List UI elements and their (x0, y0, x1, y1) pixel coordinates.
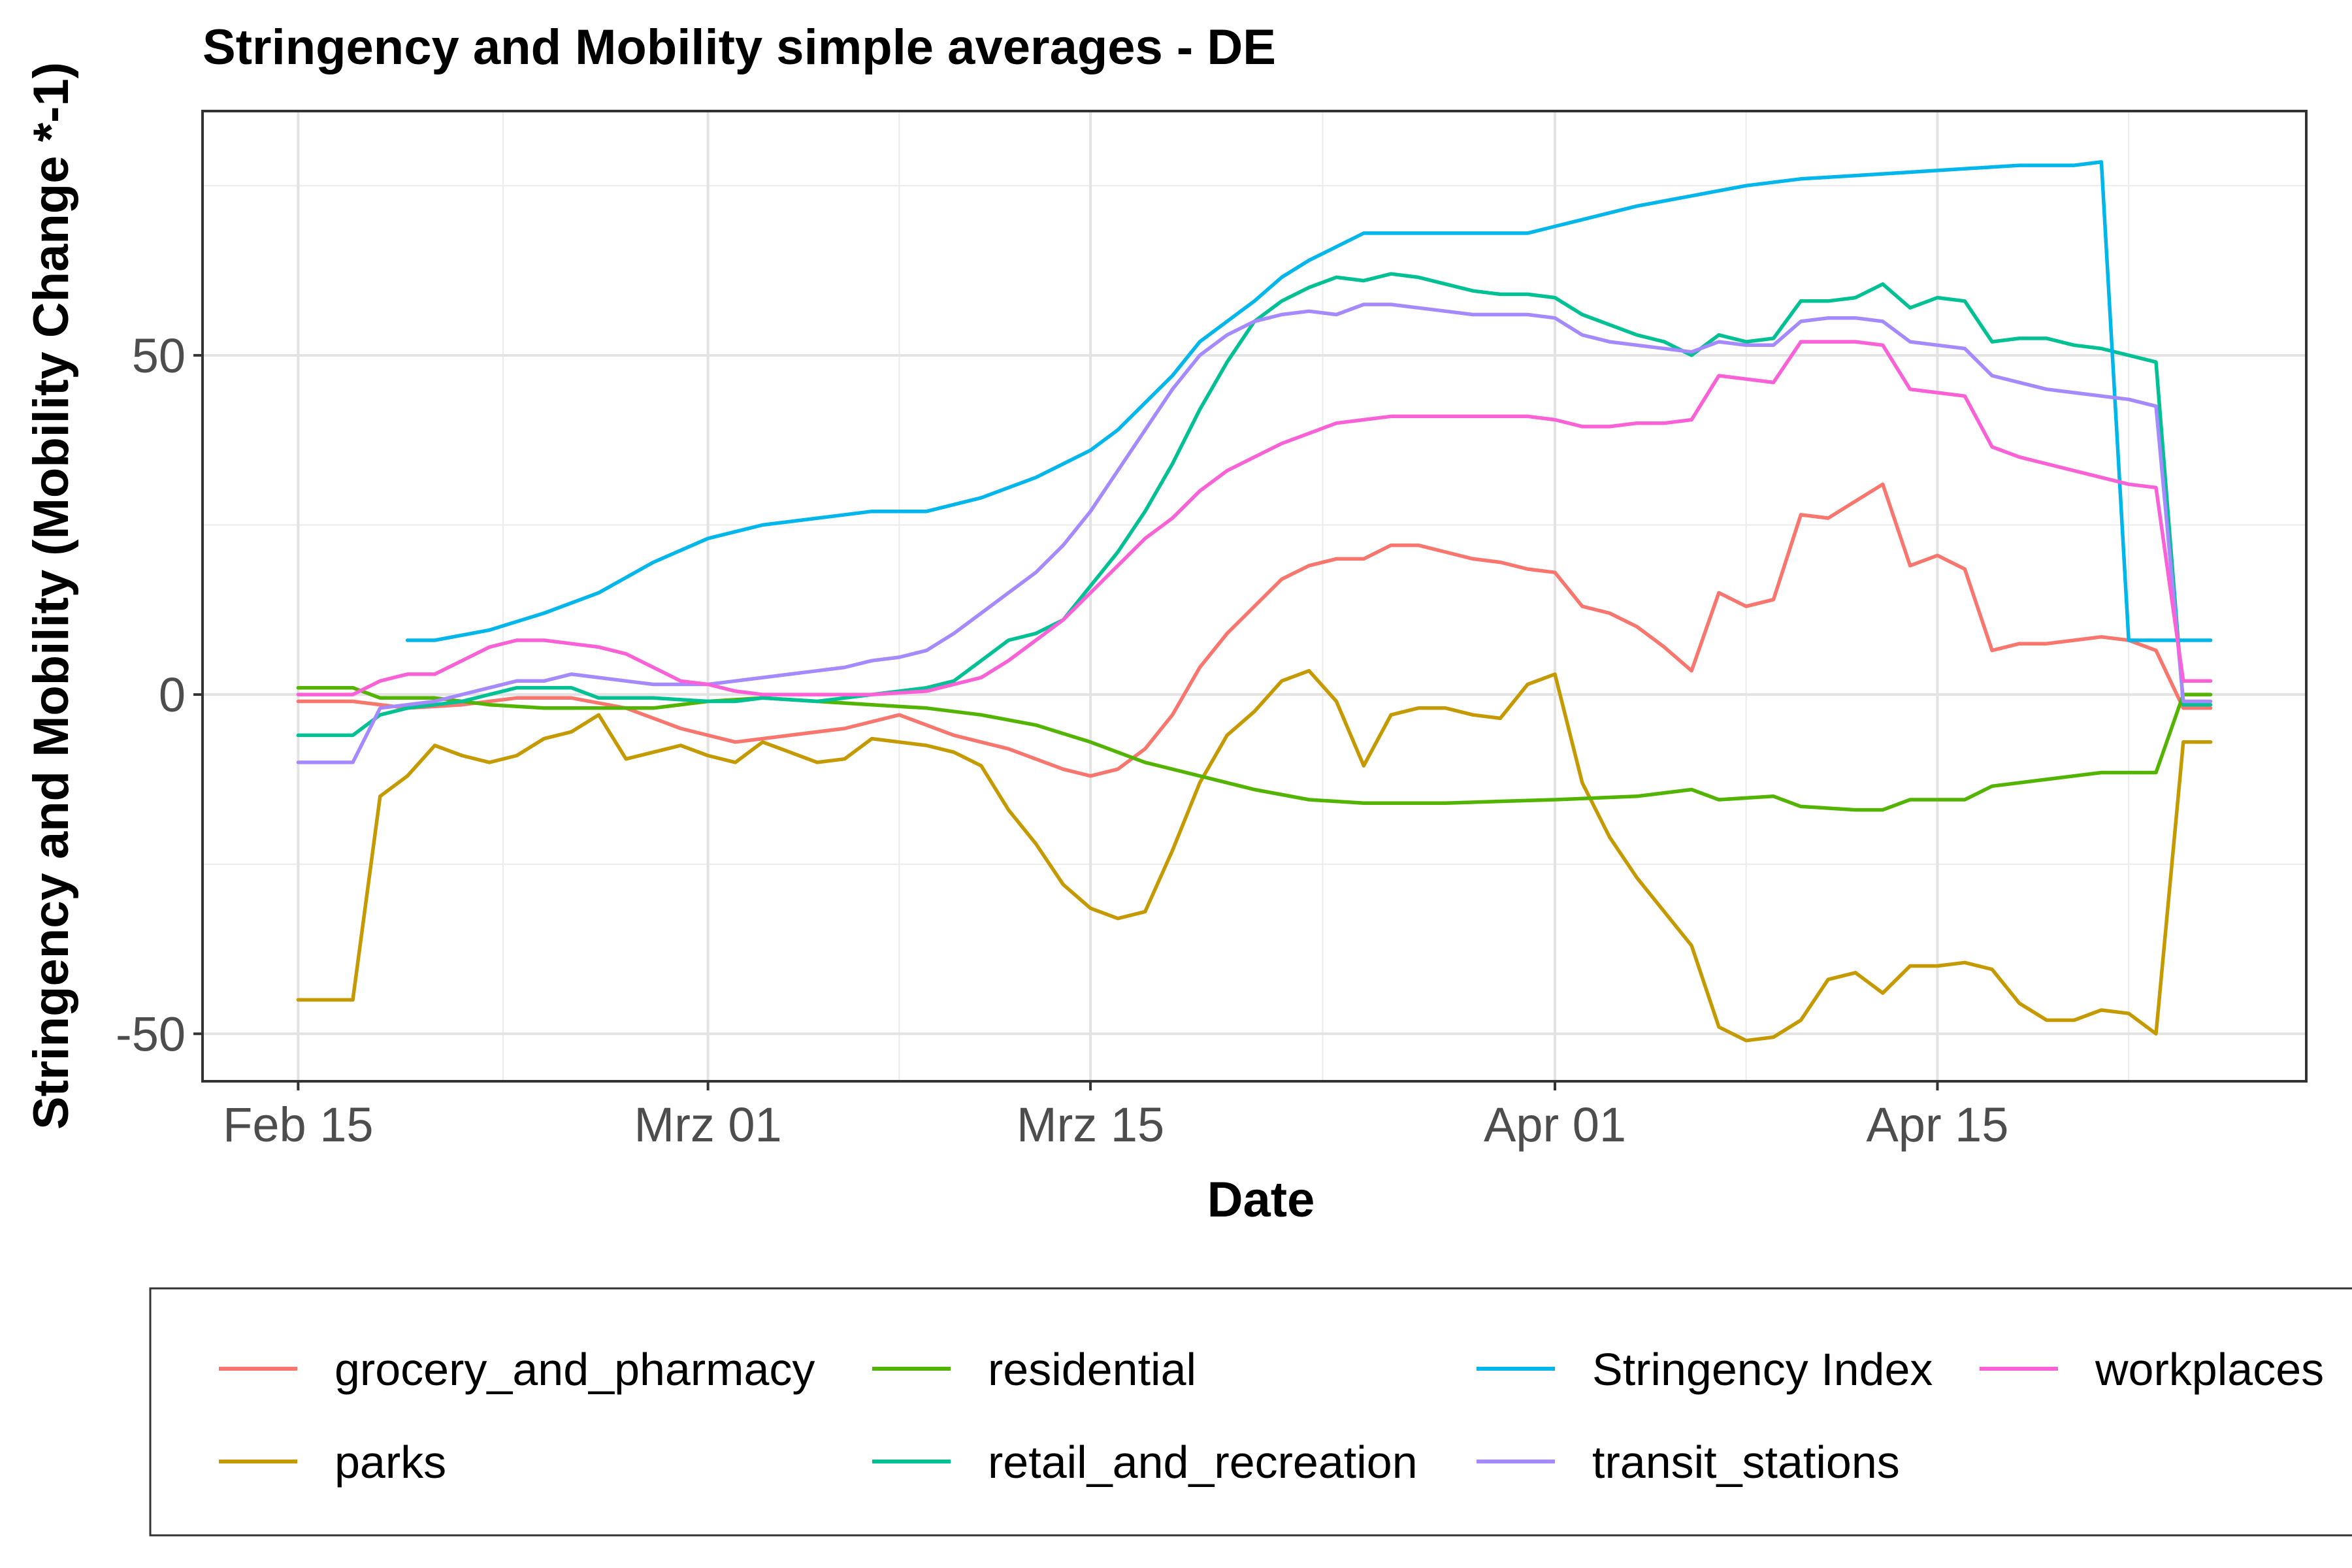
legend-label-residential: residential (988, 1344, 1196, 1395)
series-line-retail-and-recreation (296, 272, 2213, 738)
series-line-grocery-and-pharmacy (296, 482, 2213, 778)
x-tick-label: Mrz 15 (1017, 1098, 1164, 1152)
x-axis-title: Date (1207, 1172, 1315, 1228)
grid-major (203, 111, 2306, 1081)
legend-label-retail-and-recreation: retail_and_recreation (988, 1437, 1418, 1488)
series-line-parks (296, 668, 2213, 1043)
plot-panel (203, 111, 2306, 1081)
plot-border (201, 110, 2308, 1083)
series-line-stringency-index (405, 160, 2213, 642)
legend-label-transit-stations: transit_stations (1592, 1437, 1900, 1488)
x-tick-label: Apr 15 (1866, 1098, 2008, 1152)
series-line-residential (296, 685, 2213, 812)
chart-title: Stringency and Mobility simple averages … (203, 20, 1276, 75)
legend-label-parks: parks (335, 1437, 446, 1488)
x-tick-label: Mrz 01 (634, 1098, 782, 1152)
legend-label-grocery-and-pharmacy: grocery_and_pharmacy (335, 1344, 815, 1395)
grid-minor (203, 111, 2306, 1081)
y-axis-title: Stringency and Mobility (Mobility Change… (24, 62, 79, 1130)
x-tick-label: Feb 15 (223, 1098, 373, 1152)
plot-area (201, 110, 2308, 1083)
x-tick-label: Apr 01 (1484, 1098, 1626, 1152)
legend-label-stringency-index: Stringency Index (1592, 1344, 1933, 1395)
y-tick-label: -50 (116, 1007, 186, 1061)
y-axis: -50 0 50 (116, 329, 203, 1061)
legend-box (149, 1287, 2352, 1537)
y-tick-label: 0 (159, 668, 186, 722)
series-layer (296, 160, 2213, 1043)
y-tick-label: 50 (132, 329, 186, 383)
series-line-transit-stations (296, 302, 2213, 764)
series-line-workplaces (296, 340, 2213, 696)
x-axis: Feb 15 Mrz 01 Mrz 15 Apr 01 Apr 15 (223, 1081, 2008, 1152)
legend-label-workplaces: workplaces (2095, 1344, 2324, 1395)
